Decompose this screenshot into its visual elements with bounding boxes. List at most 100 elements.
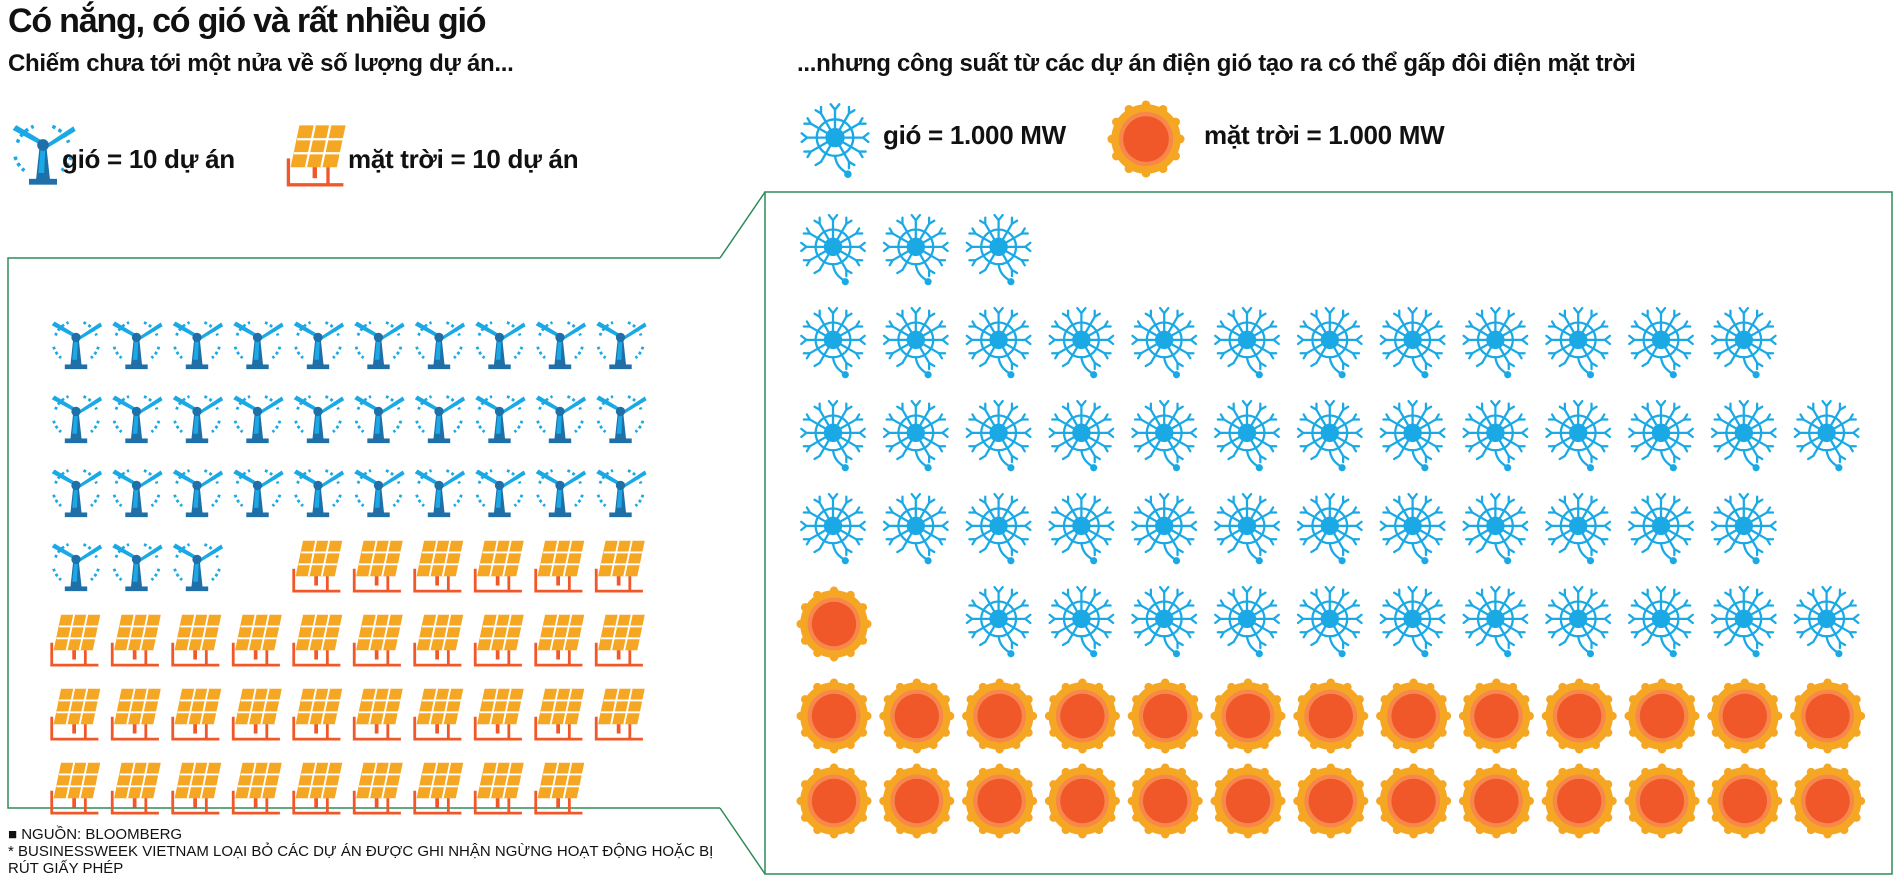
wind-turbine-icon bbox=[50, 319, 104, 371]
legend-sun-capacity-label: mặt trời = 1.000 MW bbox=[1204, 120, 1445, 150]
wind-capacity-icon bbox=[1462, 306, 1529, 380]
solar-panel-icon bbox=[110, 761, 163, 815]
sun-capacity-icon bbox=[1458, 763, 1534, 839]
wind-capacity-icon bbox=[1545, 492, 1612, 566]
sun-capacity-icon bbox=[1376, 763, 1452, 839]
methodology-note: * BUSINESSWEEK VIETNAM LOẠI BỎ CÁC DỰ ÁN… bbox=[8, 843, 714, 877]
solar-panel-icon bbox=[292, 761, 344, 815]
wind-capacity-icon bbox=[882, 399, 949, 473]
solar-panel-icon bbox=[231, 613, 284, 667]
solar-panel-icon bbox=[352, 539, 405, 593]
solar-panel-icon bbox=[231, 687, 284, 741]
legend-wind-capacity-label: gió = 1.000 MW bbox=[883, 120, 1066, 150]
sun-capacity-icon bbox=[1210, 678, 1286, 754]
wind-capacity-icon bbox=[1214, 585, 1280, 659]
wind-turbine-partial-icon bbox=[231, 541, 286, 565]
wind-capacity-icon bbox=[1710, 306, 1777, 380]
solar-panel-icon bbox=[413, 539, 465, 593]
sun-capacity-icon bbox=[1458, 678, 1534, 754]
wind-turbine-icon bbox=[110, 467, 165, 519]
sun-capacity-icon bbox=[1044, 763, 1120, 839]
wind-turbine-icon bbox=[171, 541, 225, 593]
solar-panel-icon bbox=[171, 761, 223, 815]
wind-turbine-icon bbox=[413, 467, 467, 519]
wind-turbine-icon bbox=[594, 467, 649, 519]
solar-panel-icon bbox=[534, 613, 586, 667]
solar-panel-icon bbox=[534, 539, 586, 593]
sun-capacity-icon bbox=[1210, 763, 1286, 839]
left-frame bbox=[7, 257, 720, 809]
solar-panel-icon bbox=[594, 539, 647, 593]
connector-top bbox=[719, 191, 766, 259]
wind-turbine-icon bbox=[534, 393, 588, 445]
wind-capacity-icon bbox=[1545, 585, 1612, 659]
sun-capacity-icon bbox=[1044, 678, 1120, 754]
right-subtitle: ...nhưng công suất từ các dự án điện gió… bbox=[797, 50, 1636, 77]
right-icon-grid bbox=[796, 213, 1866, 839]
wind-capacity-icon bbox=[1214, 306, 1280, 380]
solar-panel-icon bbox=[50, 613, 102, 667]
solar-panel-icon bbox=[292, 539, 344, 593]
wind-capacity-partial-icon bbox=[882, 585, 949, 623]
sun-capacity-icon bbox=[1790, 678, 1866, 754]
wind-capacity-icon bbox=[1296, 492, 1363, 566]
left-subtitle: Chiếm chưa tới một nửa về số lượng dự án… bbox=[8, 50, 514, 77]
wind-capacity-icon bbox=[800, 399, 866, 473]
wind-turbine-icon bbox=[352, 467, 407, 519]
wind-capacity-icon bbox=[1462, 585, 1529, 659]
solar-panel-icon bbox=[292, 613, 344, 667]
solar-panel-icon bbox=[473, 613, 526, 667]
sun-capacity-icon bbox=[1127, 763, 1203, 839]
wind-capacity-icon bbox=[1131, 399, 1198, 473]
sun-capacity-icon bbox=[1541, 763, 1617, 839]
sun-capacity-icon bbox=[879, 678, 955, 754]
wind-capacity-icon bbox=[1214, 492, 1280, 566]
solar-panel-icon bbox=[352, 687, 405, 741]
solar-panel-icon bbox=[292, 687, 344, 741]
wind-turbine-icon bbox=[413, 393, 467, 445]
wind-turbine-icon bbox=[231, 319, 286, 371]
sun-capacity-icon bbox=[1624, 763, 1700, 839]
wind-capacity-icon bbox=[1462, 492, 1529, 566]
legend-wind-projects-label: gió = 10 dự án bbox=[62, 144, 235, 174]
solar-panel-icon bbox=[413, 687, 465, 741]
wind-turbine-icon bbox=[473, 393, 528, 445]
wind-capacity-icon bbox=[1628, 585, 1694, 659]
wind-capacity-icon bbox=[1296, 306, 1363, 380]
solar-panel-icon bbox=[473, 539, 526, 593]
sun-capacity-icon bbox=[1293, 678, 1369, 754]
wind-capacity-icon bbox=[1628, 399, 1694, 473]
wind-capacity-icon bbox=[800, 492, 866, 566]
sun-capacity-icon bbox=[1541, 678, 1617, 754]
wind-capacity-icon bbox=[1379, 492, 1446, 566]
solar-panel-icon bbox=[50, 687, 102, 741]
wind-capacity-icon bbox=[1710, 399, 1777, 473]
sun-capacity-icon bbox=[796, 678, 872, 754]
wind-turbine-icon bbox=[594, 393, 649, 445]
solar-panel-icon bbox=[50, 761, 102, 815]
solar-panel-icon bbox=[413, 613, 465, 667]
solar-panel-icon bbox=[352, 761, 405, 815]
wind-capacity-icon bbox=[1379, 399, 1446, 473]
wind-turbine-icon bbox=[231, 467, 286, 519]
wind-turbine-icon bbox=[534, 319, 588, 371]
wind-turbine-icon bbox=[171, 467, 225, 519]
wind-turbine-icon bbox=[50, 541, 104, 593]
legend-solar-projects-label: mặt trời = 10 dự án bbox=[348, 144, 579, 174]
wind-turbine-icon bbox=[50, 467, 104, 519]
sun-capacity-icon bbox=[1707, 763, 1783, 839]
wind-capacity-icon bbox=[1131, 585, 1198, 659]
wind-turbine-icon bbox=[171, 393, 225, 445]
wind-capacity-icon bbox=[1628, 492, 1694, 566]
right-frame bbox=[764, 191, 1893, 875]
wind-turbine-icon bbox=[473, 467, 528, 519]
wind-turbine-icon bbox=[50, 393, 104, 445]
wind-capacity-icon bbox=[1048, 585, 1115, 659]
wind-capacity-icon bbox=[1462, 399, 1529, 473]
wind-turbine-icon bbox=[110, 393, 165, 445]
wind-capacity-icon bbox=[965, 306, 1032, 380]
solar-panel-partial-icon bbox=[231, 565, 284, 593]
sun-capacity-partial-icon bbox=[879, 623, 955, 662]
solar-panel-icon bbox=[473, 761, 526, 815]
